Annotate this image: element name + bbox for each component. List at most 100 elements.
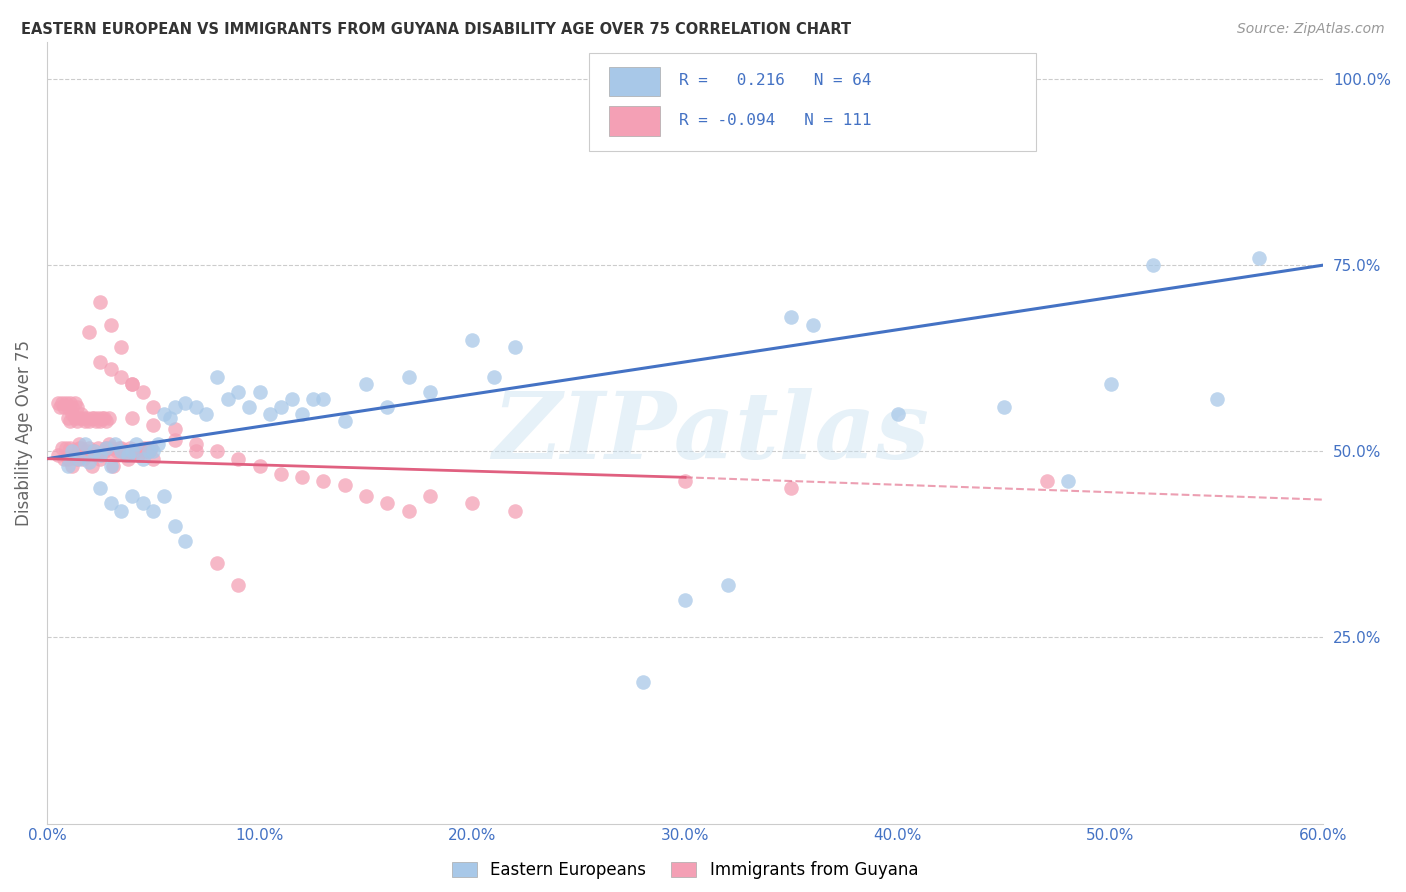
Point (114, 448, 136, 462)
Point (72, 410, 94, 425)
Point (62, 459, 84, 474)
Point (89, 295, 111, 310)
Point (142, 418, 165, 433)
Y-axis label: Disability Age Over 75: Disability Age Over 75 (15, 340, 32, 525)
Point (1035, 474, 1057, 488)
Point (375, 496, 398, 510)
Point (717, 578, 740, 592)
Point (91, 448, 114, 462)
Point (249, 459, 271, 474)
Point (125, 444, 148, 458)
Text: R = -0.094   N = 111: R = -0.094 N = 111 (679, 113, 872, 128)
Point (461, 496, 484, 510)
Point (1057, 474, 1080, 488)
Text: EASTERN EUROPEAN VS IMMIGRANTS FROM GUYANA DISABILITY AGE OVER 75 CORRELATION CH: EASTERN EUROPEAN VS IMMIGRANTS FROM GUYA… (21, 22, 851, 37)
Point (228, 451, 250, 466)
Point (1099, 377, 1122, 392)
Text: R =   0.216   N = 64: R = 0.216 N = 64 (679, 73, 872, 88)
Point (121, 377, 143, 392)
Point (100, 459, 122, 474)
Point (993, 400, 1015, 414)
Point (354, 489, 377, 503)
Point (67, 451, 90, 466)
Point (79, 455, 101, 469)
Point (80, 459, 103, 474)
Point (110, 444, 132, 458)
Point (121, 444, 143, 458)
Point (174, 396, 197, 410)
Point (121, 444, 143, 458)
Point (84, 448, 107, 462)
Point (100, 362, 122, 376)
Point (333, 415, 356, 429)
Point (76, 444, 98, 458)
Point (79, 441, 101, 455)
Point (63, 396, 86, 410)
Point (89, 451, 111, 466)
Point (139, 441, 162, 455)
Point (96, 441, 118, 455)
Point (482, 369, 505, 384)
Point (270, 400, 292, 414)
Point (66, 400, 89, 414)
Point (66, 451, 89, 466)
Point (142, 451, 165, 466)
Point (79, 415, 101, 429)
Point (249, 384, 271, 399)
Point (62, 444, 84, 458)
Point (398, 369, 420, 384)
Point (105, 444, 128, 458)
Point (398, 504, 420, 518)
Point (93, 444, 115, 458)
Point (96, 415, 118, 429)
Point (131, 384, 153, 399)
Point (121, 489, 143, 503)
Point (56, 400, 79, 414)
Point (312, 474, 335, 488)
Point (67, 437, 90, 451)
Point (333, 477, 356, 491)
Point (503, 504, 526, 518)
Point (108, 441, 131, 455)
Point (138, 444, 160, 458)
Point (66, 415, 89, 429)
Point (135, 441, 157, 455)
Point (70, 441, 93, 455)
Point (72, 451, 94, 466)
Point (887, 407, 910, 421)
Point (97, 437, 120, 451)
Point (100, 441, 122, 455)
Point (217, 392, 239, 406)
Point (104, 437, 127, 451)
Point (117, 451, 139, 466)
Point (163, 518, 186, 533)
Point (91, 410, 114, 425)
Point (118, 441, 141, 455)
Point (59, 396, 82, 410)
Point (134, 444, 156, 458)
Point (1142, 258, 1164, 272)
Point (100, 496, 122, 510)
Point (354, 377, 377, 392)
Point (89, 482, 111, 496)
Point (67, 441, 90, 455)
Point (205, 556, 228, 570)
Point (127, 448, 149, 462)
Point (56, 410, 79, 425)
Point (122, 444, 145, 458)
Point (52, 451, 75, 466)
Point (673, 593, 696, 607)
Point (228, 384, 250, 399)
Point (46, 396, 69, 410)
Point (63, 448, 86, 462)
Point (110, 504, 132, 518)
Point (62, 400, 84, 414)
Point (110, 340, 132, 354)
Point (259, 407, 281, 421)
Point (79, 325, 101, 339)
FancyBboxPatch shape (589, 54, 1036, 152)
Point (1206, 392, 1229, 406)
Point (419, 489, 441, 503)
Point (780, 482, 803, 496)
Point (56, 459, 79, 474)
